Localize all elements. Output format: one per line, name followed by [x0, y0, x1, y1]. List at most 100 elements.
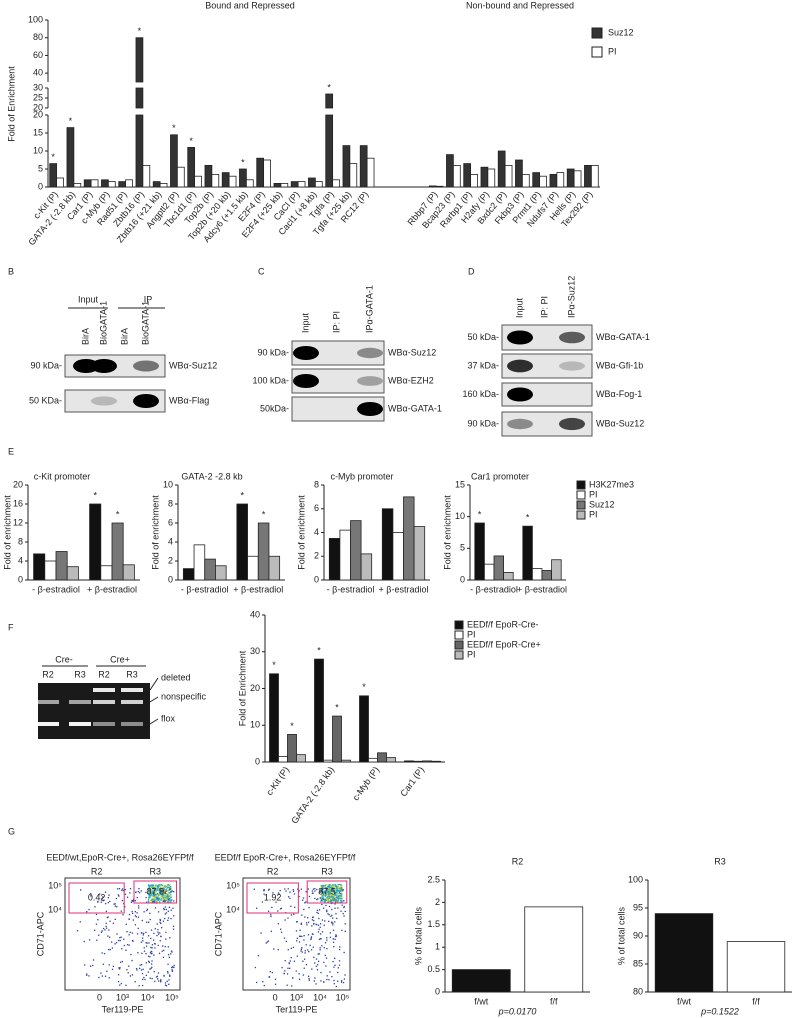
flow-dot [324, 899, 326, 901]
flow-dot [336, 886, 338, 888]
bar [122, 564, 135, 581]
flow-dot [279, 908, 282, 910]
flow-dot [154, 980, 156, 983]
flow-dot [170, 899, 172, 901]
flow-dot [159, 919, 162, 921]
flow-dot [317, 953, 319, 955]
flow-dot [337, 888, 339, 890]
flow-dot [263, 889, 265, 891]
blot-band [507, 359, 533, 373]
flow-dot [166, 885, 168, 888]
flow-dot [109, 920, 111, 922]
size-marker: 50 kDa- [467, 332, 499, 342]
bar [368, 757, 378, 763]
x-tick-label: + β-estradiol [87, 584, 137, 594]
x-tick-label: f/f [550, 996, 558, 1006]
flow-dot [340, 910, 342, 912]
flow-dot [332, 888, 334, 890]
flow-dot [145, 945, 148, 947]
bar [549, 173, 558, 188]
flow-dot [327, 913, 329, 915]
flow-dot [111, 941, 113, 943]
flow-dot [164, 900, 166, 902]
flow-dot [331, 887, 333, 889]
bar [359, 145, 368, 188]
lane-label: R3 [74, 669, 86, 679]
flow-dot [161, 950, 163, 952]
flow-dot [344, 910, 346, 913]
flow-dot [84, 964, 86, 966]
y-tick-label: 0 [38, 181, 43, 191]
flow-dot [330, 887, 333, 889]
flow-dot [311, 916, 314, 919]
group-header: Input [78, 294, 99, 304]
flow-dot [170, 894, 172, 896]
lane-label: BioGATA-1 [140, 301, 150, 345]
flow-dot [160, 935, 162, 938]
flow-dot [145, 891, 147, 894]
flow-dot [328, 895, 330, 897]
bar [413, 526, 426, 581]
flow-dot [155, 896, 157, 899]
flow-dot [173, 890, 175, 893]
flow-dot [157, 894, 160, 896]
flow-dot [149, 912, 151, 914]
y-tick-label: 2 [435, 897, 440, 907]
bar [532, 172, 541, 188]
x-tick-label: - β-estradiol [32, 584, 80, 594]
flow-dot [160, 898, 162, 901]
flow-dot [151, 892, 154, 894]
flow-dot [337, 889, 339, 891]
flow-dot [166, 896, 169, 898]
flow-dot [155, 976, 158, 978]
flow-dot [332, 899, 335, 901]
flow-dot [317, 964, 319, 966]
flow-dot [164, 906, 166, 908]
flow-dot [328, 897, 331, 899]
bar [135, 114, 144, 188]
y-tick-label: 85 [633, 958, 643, 968]
flow-dot [169, 888, 171, 890]
flow-dot [152, 897, 154, 900]
flow-dot [134, 981, 136, 983]
bar [515, 159, 523, 188]
flow-dot [149, 952, 152, 954]
y-tick-label: 0 [460, 574, 465, 584]
flow-dot [341, 895, 343, 897]
flow-dot [320, 898, 323, 901]
flow-dot [165, 893, 167, 895]
flow-dot [341, 886, 343, 889]
flow-dot [170, 890, 173, 892]
gate-label: R2 [91, 866, 103, 876]
bar [308, 177, 316, 188]
flow-dot [101, 930, 103, 932]
flow-dot [341, 901, 343, 903]
bar [152, 181, 161, 188]
flow-dot [153, 893, 155, 895]
flow-dot [326, 947, 328, 950]
x-tick-label: GATA-2 (-2.8 kb) [289, 765, 336, 826]
flow-dot [318, 938, 321, 941]
flow-dot [324, 895, 327, 897]
flow-dot [162, 889, 164, 891]
flow-dot [171, 966, 174, 968]
flow-dot [154, 891, 156, 893]
flow-dot [335, 934, 337, 936]
flow-dot [88, 939, 91, 941]
flow-dot [151, 944, 154, 946]
group-title: Non-bound and Repressed [466, 0, 574, 10]
y-tick-label: 40 [33, 68, 43, 78]
lane-label: IP: PI [331, 311, 341, 333]
flow-dot [335, 889, 338, 892]
lane-label: BirA [119, 328, 129, 345]
flow-dot [297, 888, 299, 890]
significance-marker: * [272, 660, 276, 670]
bar [256, 157, 265, 188]
flow-dot [79, 889, 82, 891]
flow-dot [170, 953, 172, 955]
flow-dot [340, 884, 342, 886]
chart-title: Car1 promoter [471, 471, 529, 481]
antibody-label: WBα-GATA-1 [388, 403, 442, 413]
flow-dot [319, 926, 321, 928]
y-tick-label: 80 [33, 32, 43, 42]
